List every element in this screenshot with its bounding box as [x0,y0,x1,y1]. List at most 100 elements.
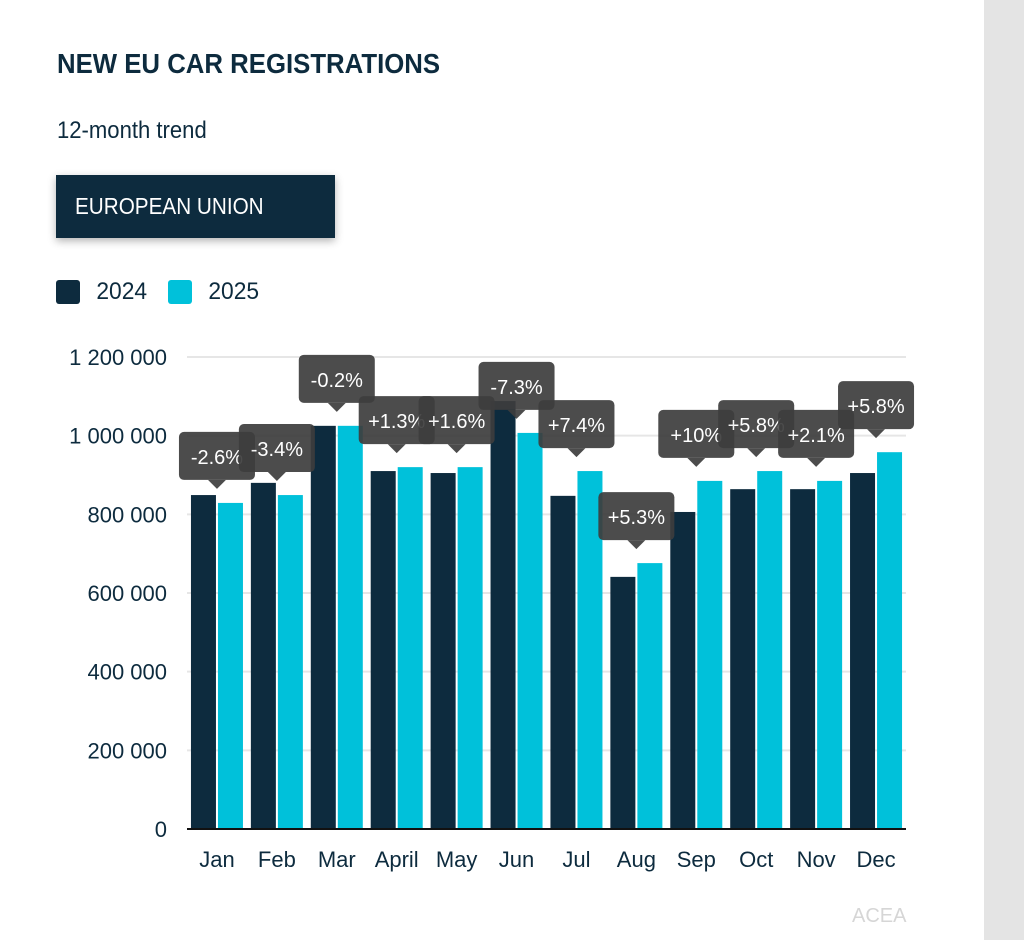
chevron-down-icon [344,198,362,216]
tooltip-arrow [327,402,346,412]
tooltip-text: +1.6% [428,411,485,433]
tooltip-box [478,361,555,410]
change-tooltip: +5.3% [598,492,675,550]
tooltip-arrow [507,409,526,419]
bar-2024-aug[interactable] [610,576,636,829]
chart-title: NEW EU CAR REGISTRATIONS [57,48,441,79]
tooltip-text: -3.4% [251,439,303,461]
change-tooltip: -3.4% [238,424,315,482]
x-tick-label: Sep [677,847,716,872]
change-tooltip: +5.8% [838,381,915,439]
y-tick-label: 600 000 [87,581,167,606]
chart-legend: 2024 2025 [56,278,281,306]
tooltip-box [298,354,375,403]
change-tooltip: +1.3% [358,396,435,454]
change-tooltip: +1.6% [418,396,495,454]
y-tick-label: 800 000 [87,502,167,527]
bar-2024-dec[interactable] [850,473,876,829]
region-dropdown[interactable]: EUROPEAN UNION [56,175,361,238]
bar-2025-sep[interactable] [697,480,723,829]
bar-2025-mar[interactable] [337,425,363,829]
y-tick-label: 200 000 [87,738,167,763]
legend-swatch-2025 [168,280,193,304]
bar-2025-april[interactable] [397,467,423,829]
tooltip-arrow [267,472,286,482]
tooltip-box [358,396,435,445]
tooltip-text: -2.6% [191,447,243,469]
change-tooltip: +10% [658,409,735,467]
bar-2025-may[interactable] [457,467,483,829]
x-tick-label: Jun [499,847,534,872]
legend-label-2024: 2024 [96,278,148,305]
tooltip-arrow [447,444,466,454]
tooltip-text: +2.1% [787,425,844,447]
tooltip-box [718,400,795,449]
bar-2024-mar[interactable] [310,425,336,829]
tooltip-text: +5.3% [608,507,665,529]
tooltip-arrow [867,429,886,439]
bar-2024-feb[interactable] [250,482,276,829]
change-tooltip: -0.2% [298,354,375,412]
x-tick-label: Feb [258,847,296,872]
bar-2025-aug[interactable] [637,563,663,829]
bar-2025-dec[interactable] [877,452,903,829]
tooltip-box [598,492,675,541]
tooltip-text: +5.8% [728,415,785,437]
tooltip-arrow [207,479,226,489]
y-tick-label: 400 000 [87,660,167,685]
y-tick-label: 1 000 000 [69,424,167,449]
x-tick-label: Aug [617,847,656,872]
tooltip-arrow [387,444,406,454]
tooltip-arrow [807,457,826,467]
bar-2024-jan[interactable] [190,495,216,829]
bar-2024-sep[interactable] [670,511,696,829]
tooltip-text: +5.8% [847,396,904,418]
legend-item-2024[interactable]: 2024 [56,278,168,306]
tooltip-box [538,400,615,449]
x-tick-label: Jan [199,847,234,872]
tooltip-box [778,409,855,458]
bar-2025-feb[interactable] [277,495,303,829]
bar-2025-jan[interactable] [217,502,243,829]
x-tick-label: Jul [562,847,590,872]
change-tooltip: +7.4% [538,400,615,458]
tooltip-text: -7.3% [490,377,542,399]
tooltip-arrow [567,448,586,458]
bar-2025-nov[interactable] [817,480,843,829]
change-tooltip: +2.1% [778,409,855,467]
source-label: ACEA [852,905,907,927]
tooltip-arrow [747,448,766,458]
bar-2024-april[interactable] [370,471,396,829]
x-tick-label: Mar [318,847,356,872]
tooltip-box [418,396,495,445]
bar-2025-oct[interactable] [757,471,783,829]
tooltip-arrow [627,540,646,550]
x-tick-label: May [436,847,478,872]
tooltip-box [238,424,315,473]
bar-2024-nov[interactable] [790,489,816,829]
bar-2025-jun[interactable] [517,432,543,829]
x-tick-label: April [375,847,419,872]
y-tick-label: 1 200 000 [69,345,167,370]
change-tooltip: -2.6% [178,431,255,489]
region-dropdown-label: EUROPEAN UNION [75,193,264,219]
bar-2024-jun[interactable] [490,401,516,829]
y-tick-label: 0 [155,817,167,842]
x-tick-label: Nov [797,847,836,872]
side-panel [984,0,1024,940]
tooltip-box [658,409,735,458]
tooltip-text: -0.2% [311,370,363,392]
bar-2024-jul[interactable] [550,495,576,829]
change-tooltip: +5.8% [718,400,795,458]
bar-2025-jul[interactable] [577,471,603,829]
legend-swatch-2024 [56,280,80,304]
change-tooltip: -7.3% [478,361,555,419]
legend-item-2025[interactable]: 2025 [168,278,280,306]
bar-2024-may[interactable] [430,473,456,829]
legend-label-2025: 2025 [208,278,260,305]
tooltip-arrow [687,457,706,467]
x-tick-label: Dec [856,847,895,872]
tooltip-text: +1.3% [368,411,425,433]
bar-2024-oct[interactable] [730,489,756,829]
